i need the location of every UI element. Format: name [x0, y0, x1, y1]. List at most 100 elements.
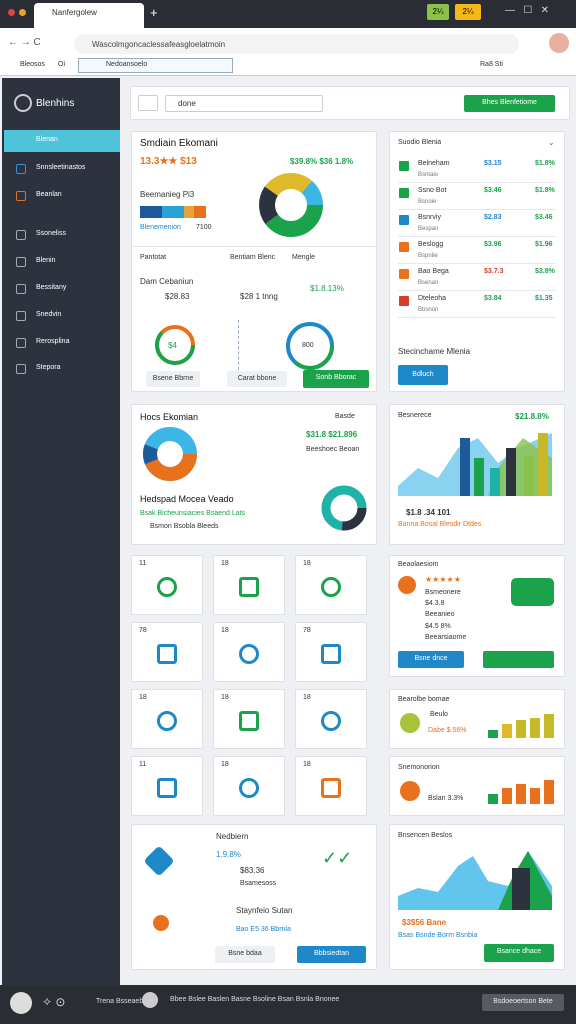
badge[interactable]: 2¼	[455, 4, 481, 20]
card-title: Smdiain Ekomani	[140, 138, 218, 149]
nav-item[interactable]: Blenin	[36, 257, 56, 264]
button[interactable]: Bbbsiedtan	[297, 946, 366, 963]
tab[interactable]	[34, 3, 144, 28]
donut-chart	[259, 173, 323, 237]
sub-value: $28.83	[165, 292, 190, 301]
row-change: $1.8%	[535, 160, 555, 167]
row-sub: Bespan	[418, 226, 439, 232]
tile-icon	[157, 644, 177, 664]
nav-buttons[interactable]: ← → C	[8, 37, 41, 48]
nav-item[interactable]: Bessitany	[36, 284, 67, 291]
gauge-value: $4	[168, 341, 177, 350]
subtitle: Hedspad Mocea Veado	[140, 494, 234, 504]
row-icon	[399, 161, 409, 171]
card-title: Hocs Ekomian	[140, 412, 199, 422]
label: Beemanieg Pi3	[140, 190, 195, 199]
tile[interactable]	[295, 622, 367, 682]
row-divider	[398, 182, 556, 183]
button[interactable]: Bsene Bbrne	[146, 371, 200, 387]
tile[interactable]	[213, 555, 285, 615]
link-value: 7100	[196, 224, 212, 231]
button[interactable]: Sonb Bborac	[303, 370, 369, 388]
nav-item[interactable]: Blenan	[36, 136, 58, 143]
button[interactable]: Bsance dhace	[484, 944, 554, 962]
value: 1.9.8%	[216, 850, 241, 859]
icon	[153, 915, 169, 931]
url[interactable]: Wascolmgoncaclessafeasgloelatmoin	[92, 40, 226, 49]
row-value: $2.83	[484, 214, 502, 221]
search-text[interactable]: done	[178, 99, 196, 108]
nav-item[interactable]: Snedvin	[36, 311, 62, 318]
tile[interactable]	[213, 622, 285, 682]
button[interactable]: Carat bbone	[227, 371, 287, 387]
sidebar-title: Blenhins	[36, 98, 75, 109]
tile[interactable]	[131, 622, 203, 682]
bookmark[interactable]: Nedoansoelo	[106, 61, 148, 68]
icon	[400, 781, 420, 801]
gauge	[286, 322, 334, 370]
window-dot	[19, 9, 26, 16]
tile-icon	[157, 577, 177, 597]
row-divider	[398, 290, 556, 291]
button[interactable]	[483, 651, 554, 668]
dropdown[interactable]: ⌄	[548, 138, 555, 147]
label: Beulo	[430, 711, 448, 718]
tile-label: 11	[139, 761, 147, 768]
tile[interactable]	[295, 756, 367, 816]
tile-label: 18	[303, 694, 311, 701]
nav-icon	[16, 191, 26, 201]
footer-icons[interactable]: ✧ ⊙	[42, 995, 66, 1009]
badge[interactable]: 2¼	[427, 4, 449, 20]
tile-label: 78	[303, 627, 311, 634]
bookmark[interactable]: Ra8 Sti	[480, 61, 503, 68]
button[interactable]: Bdluch	[398, 365, 448, 385]
nav-item[interactable]: Ssoneliss	[36, 230, 66, 237]
nav-icon	[16, 311, 26, 321]
row-change: $1.8%	[535, 187, 555, 194]
row-name: Dteleoha	[418, 295, 447, 302]
filter[interactable]: Basde	[335, 413, 355, 420]
legend: Bsas Bsnde Borm Bsnbia	[398, 932, 478, 939]
search-icon[interactable]	[138, 95, 158, 111]
bookmark-field[interactable]	[78, 58, 233, 73]
nav-active[interactable]	[4, 130, 120, 152]
nav-icon	[16, 284, 26, 294]
value: Bslan 3.3%	[428, 795, 464, 802]
new-tab[interactable]: +	[150, 5, 158, 20]
tile-icon	[239, 577, 259, 597]
sub-change: $1.8.13%	[310, 284, 344, 293]
window-controls[interactable]: — ☐ ✕	[505, 5, 550, 16]
bookmark[interactable]: Bleosos	[20, 61, 45, 68]
line: $4.3.8	[425, 600, 445, 607]
address-bar[interactable]	[74, 34, 519, 54]
nav-item[interactable]: Rerosplina	[36, 338, 70, 345]
avatar[interactable]	[549, 33, 569, 53]
mini-bars	[488, 714, 554, 738]
row-change: $3.46	[535, 214, 553, 221]
nav-item[interactable]: Stepora	[36, 364, 61, 371]
row-change: $1.35	[535, 295, 553, 302]
list-footer: Stecinchame Mlenia	[398, 347, 471, 356]
nav-item[interactable]: Beanlan	[36, 191, 62, 198]
trend-chart	[398, 433, 552, 496]
link[interactable]: Blenemenion	[140, 224, 181, 231]
tab-title[interactable]: Nanfergolew	[52, 8, 97, 17]
button[interactable]: Bsne bdaa	[215, 946, 275, 963]
bookmark[interactable]: Oi	[58, 61, 65, 68]
row-name: Bsnrviy	[418, 214, 441, 221]
button[interactable]: Bsne dnce	[398, 651, 464, 668]
primary-button[interactable]: Bhes Blenfetiome	[464, 95, 555, 112]
tile[interactable]	[213, 689, 285, 749]
search-input[interactable]	[165, 95, 323, 112]
toggle[interactable]	[511, 578, 554, 606]
row-divider	[398, 236, 556, 237]
avatar[interactable]	[10, 992, 32, 1014]
row-sub: Bsenan	[418, 280, 439, 286]
row-icon	[399, 269, 409, 279]
sub-label: Beeshoec Beoan	[306, 446, 360, 453]
button[interactable]: Bsdoeoertson Bete	[482, 994, 564, 1011]
value: $3$56 Bane	[402, 918, 447, 927]
nav-item[interactable]: Snnsleetinastos	[36, 164, 86, 171]
chat-label[interactable]: Trena Bsseaeb	[96, 998, 144, 1005]
tile[interactable]	[131, 756, 203, 816]
